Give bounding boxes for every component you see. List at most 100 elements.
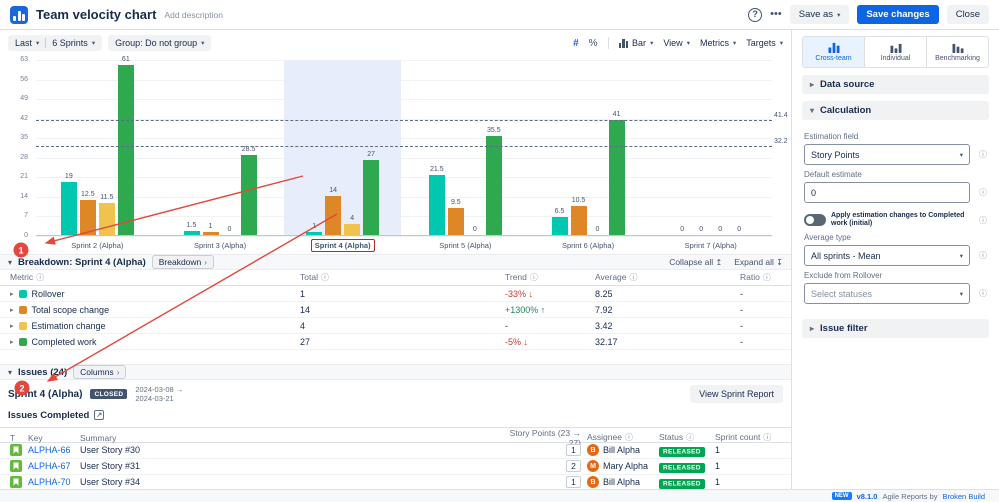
y-tick-label: 21: [20, 173, 28, 181]
breakdown-chip-button[interactable]: Breakdown ›: [151, 255, 214, 269]
info-icon[interactable]: ⓘ: [979, 251, 987, 261]
bar-total-scope-change[interactable]: [202, 232, 219, 235]
issue-key-link[interactable]: ALPHA-67: [28, 461, 71, 472]
sprint-range-dropdown[interactable]: Last ▾ 6 Sprints ▾: [8, 35, 103, 51]
version-label[interactable]: v8.1.0: [856, 491, 878, 501]
bar-total-scope-change[interactable]: [570, 206, 587, 235]
issue-key-link[interactable]: ALPHA-70: [28, 477, 71, 488]
column-header[interactable]: Ratio ⓘ: [740, 272, 791, 283]
bar-completed-work[interactable]: [363, 160, 380, 235]
help-icon[interactable]: ?: [748, 7, 763, 22]
show-values-icon[interactable]: #: [573, 37, 579, 49]
add-description-link[interactable]: Add description: [164, 9, 224, 20]
issue-row[interactable]: ALPHA-66 User Story #30 1 B Bill Alpha RELEAS…: [0, 443, 791, 459]
section-issue-filter[interactable]: ▸ Issue filter: [802, 319, 989, 339]
column-header[interactable]: T: [10, 433, 28, 443]
metrics-dropdown[interactable]: Metrics ▾: [700, 38, 736, 48]
columns-chip-button[interactable]: Columns ›: [73, 365, 127, 379]
average-type-select[interactable]: All sprints - Mean ▾: [804, 245, 970, 267]
bar-completed-work[interactable]: [117, 65, 134, 235]
more-menu-icon[interactable]: •••: [770, 8, 782, 20]
info-icon[interactable]: ⓘ: [624, 433, 633, 443]
column-header[interactable]: Story Points (23 → 27): [497, 428, 587, 448]
bar-rollover[interactable]: [306, 232, 323, 235]
story-points-cell: 1: [497, 476, 587, 489]
column-header[interactable]: Status ⓘ: [659, 432, 715, 443]
info-icon[interactable]: ⓘ: [320, 273, 329, 282]
column-header[interactable]: Metric ⓘ: [10, 272, 300, 283]
column-header[interactable]: Assignee ⓘ: [587, 432, 659, 443]
issue-key-link[interactable]: ALPHA-66: [28, 445, 71, 456]
info-icon[interactable]: ⓘ: [979, 150, 987, 159]
bar-rollover[interactable]: [183, 231, 200, 235]
view-sprint-report-button[interactable]: View Sprint Report: [690, 385, 783, 404]
bar-completed-work[interactable]: [485, 136, 502, 235]
column-header-label: Trend: [505, 272, 527, 282]
issue-row[interactable]: ALPHA-67 User Story #31 2 M Mary Alpha RELEAS…: [0, 459, 791, 475]
info-icon[interactable]: ⓘ: [629, 273, 638, 282]
bar-rollover[interactable]: [428, 175, 445, 235]
story-points-field[interactable]: 2: [566, 460, 581, 473]
view-dropdown[interactable]: View ▾: [663, 38, 690, 48]
estimation-field-select[interactable]: Story Points ▾: [804, 144, 970, 165]
close-button[interactable]: Close: [946, 5, 989, 24]
section-calculation[interactable]: ▾ Calculation: [802, 101, 989, 120]
apply-estimation-toggle[interactable]: [804, 214, 826, 227]
exclude-rollover-select[interactable]: Select statuses ▾: [804, 283, 970, 305]
column-header[interactable]: Sprint count ⓘ: [715, 432, 781, 443]
column-header[interactable]: Key: [28, 433, 80, 443]
issue-row[interactable]: ALPHA-70 User Story #34 1 B Bill Alpha RELEAS…: [0, 475, 791, 489]
bar-rollover[interactable]: [551, 217, 568, 235]
bar-completed-work[interactable]: [608, 120, 625, 235]
column-header[interactable]: Average ⓘ: [595, 272, 740, 283]
x-axis-label[interactable]: Sprint 2 (Alpha): [71, 241, 124, 250]
info-icon[interactable]: ⓘ: [762, 273, 771, 282]
group-dropdown[interactable]: Group: Do not group ▾: [108, 35, 212, 51]
x-axis-label[interactable]: Sprint 7 (Alpha): [684, 241, 737, 250]
info-icon[interactable]: ⓘ: [979, 188, 987, 197]
info-icon[interactable]: ⓘ: [979, 289, 987, 299]
show-percent-icon[interactable]: %: [588, 37, 598, 49]
collapse-chevron-icon[interactable]: ▾: [8, 257, 13, 267]
expand-chevron-icon[interactable]: ▸: [10, 290, 14, 298]
tab-individual[interactable]: Individual: [864, 37, 926, 67]
tab-benchmarking[interactable]: Benchmarking: [926, 37, 988, 67]
expand-all-button[interactable]: Expand all ↧: [734, 257, 783, 267]
column-header[interactable]: Total ⓘ: [300, 272, 505, 283]
chart-type-dropdown[interactable]: Bar ▾: [618, 38, 653, 48]
default-estimate-input[interactable]: 0: [804, 182, 970, 203]
info-icon[interactable]: ⓘ: [36, 273, 45, 282]
expand-chevron-icon[interactable]: ▸: [10, 322, 14, 330]
story-points-field[interactable]: 1: [566, 476, 581, 489]
bar-rollover[interactable]: [60, 182, 77, 235]
bar-value-label: 27: [367, 151, 376, 158]
info-icon[interactable]: ⓘ: [979, 215, 987, 225]
section-data-source[interactable]: ▸ Data source: [802, 75, 989, 94]
expand-chevron-icon[interactable]: ▸: [10, 306, 14, 314]
x-axis-label[interactable]: Sprint 3 (Alpha): [193, 241, 247, 250]
bar-estimation-change[interactable]: [98, 203, 115, 235]
targets-dropdown[interactable]: Targets ▾: [746, 38, 783, 48]
x-axis-label[interactable]: Sprint 6 (Alpha): [561, 241, 615, 250]
open-selector-icon[interactable]: ↗: [94, 410, 105, 421]
expand-chevron-icon[interactable]: ▸: [10, 338, 14, 346]
info-icon[interactable]: ⓘ: [686, 433, 695, 443]
bar-total-scope-change[interactable]: [447, 208, 464, 235]
info-icon[interactable]: ⓘ: [763, 433, 772, 443]
column-header[interactable]: Summary: [80, 433, 497, 443]
save-as-button[interactable]: Save as ▾: [789, 5, 850, 24]
collapse-all-button[interactable]: Collapse all ↥: [669, 257, 722, 267]
bar-total-scope-change[interactable]: [79, 200, 96, 235]
x-axis-label[interactable]: Sprint 4 (Alpha): [281, 239, 404, 252]
x-axis-label[interactable]: Sprint 5 (Alpha): [439, 241, 492, 250]
info-icon[interactable]: ⓘ: [529, 273, 538, 282]
tab-cross-team[interactable]: Cross-team: [803, 37, 864, 67]
company-link[interactable]: Broken Build: [942, 491, 985, 501]
column-header[interactable]: Trend ⓘ: [505, 272, 595, 283]
bar-total-scope-change[interactable]: [325, 196, 342, 235]
save-changes-button[interactable]: Save changes: [857, 5, 939, 24]
collapse-chevron-icon[interactable]: ▾: [8, 367, 13, 377]
bar-completed-work[interactable]: [240, 155, 257, 235]
story-points-field[interactable]: 1: [566, 444, 581, 457]
bar-estimation-change[interactable]: [344, 224, 361, 235]
